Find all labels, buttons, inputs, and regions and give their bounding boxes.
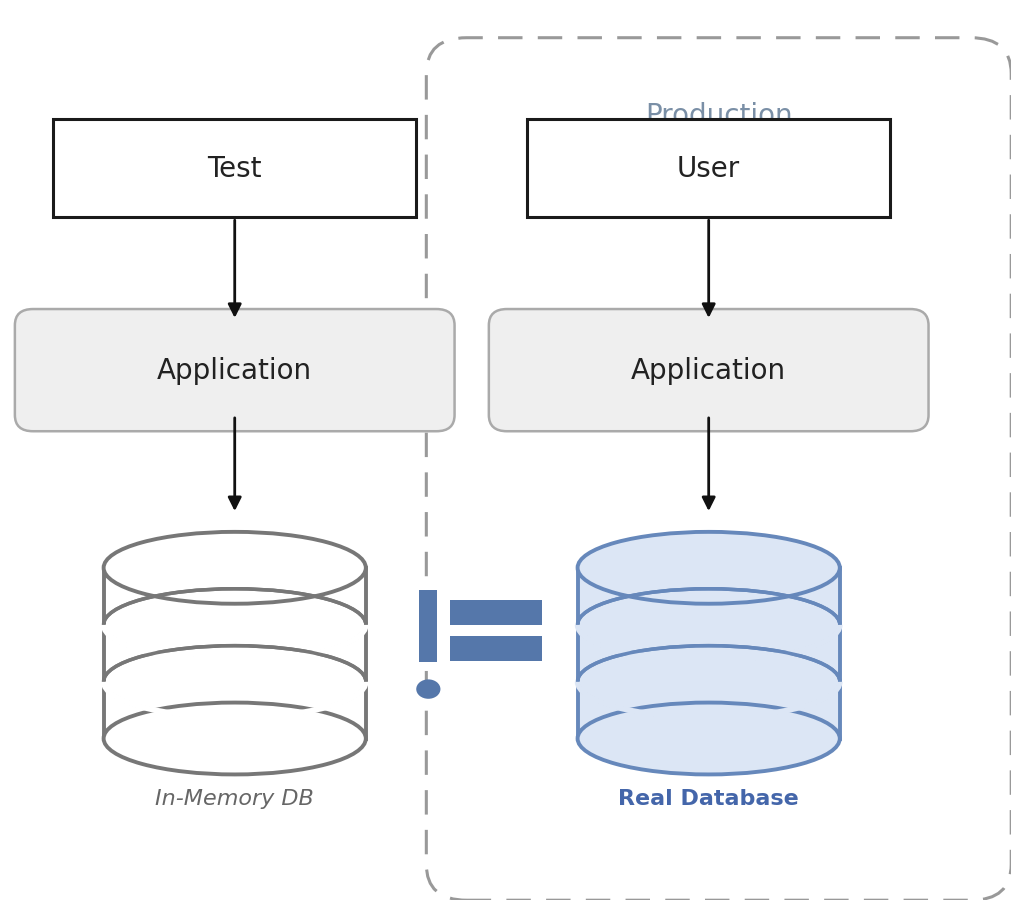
Text: Application: Application	[631, 357, 786, 385]
Text: Production: Production	[645, 101, 793, 129]
FancyBboxPatch shape	[53, 119, 416, 219]
Polygon shape	[103, 568, 366, 739]
FancyBboxPatch shape	[15, 310, 454, 432]
Ellipse shape	[578, 703, 840, 775]
FancyBboxPatch shape	[489, 310, 929, 432]
Text: Test: Test	[208, 154, 262, 182]
Ellipse shape	[416, 680, 440, 699]
FancyBboxPatch shape	[449, 600, 542, 626]
Ellipse shape	[103, 532, 366, 604]
FancyBboxPatch shape	[449, 637, 542, 662]
FancyBboxPatch shape	[527, 119, 890, 219]
Ellipse shape	[103, 703, 366, 775]
Text: In-Memory DB: In-Memory DB	[155, 788, 314, 808]
FancyBboxPatch shape	[419, 591, 437, 663]
Polygon shape	[578, 568, 840, 739]
Ellipse shape	[578, 532, 840, 604]
Text: Real Database: Real Database	[619, 788, 799, 808]
Text: Application: Application	[157, 357, 312, 385]
Text: User: User	[677, 154, 740, 182]
